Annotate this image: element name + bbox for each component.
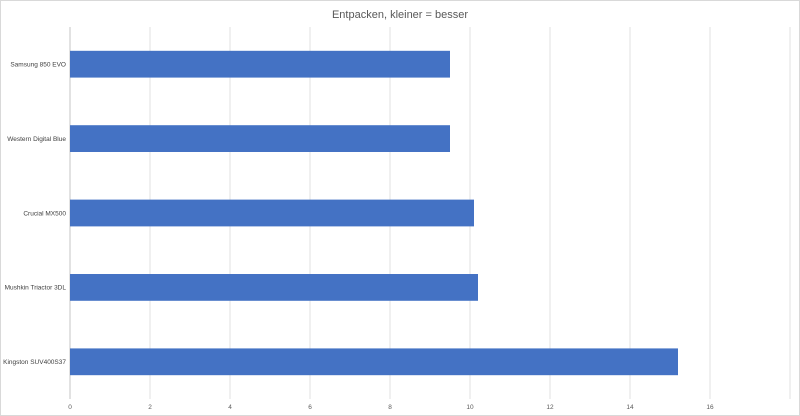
x-tick-label: 12 (546, 404, 554, 411)
x-tick-label: 6 (308, 404, 312, 411)
x-tick-label: 4 (228, 404, 232, 411)
bar (70, 199, 474, 227)
x-tick-label: 2 (148, 404, 152, 411)
category-label: Mushkin Triactor 3DL (5, 285, 67, 292)
bar (70, 348, 678, 376)
category-label: Kingston SUV400S37 (3, 359, 66, 366)
chart-title: Entpacken, kleiner = besser (331, 9, 469, 21)
x-tick-label: 16 (706, 404, 714, 411)
x-tick-label: 10 (466, 404, 474, 411)
bar (70, 274, 478, 301)
category-label: Samsung 850 EVO (10, 62, 66, 69)
x-tick-label: 8 (388, 404, 392, 411)
bar (70, 50, 450, 78)
category-label: Western Digital Blue (7, 136, 66, 143)
bar (70, 125, 450, 152)
category-label: Crucial MX500 (23, 210, 66, 217)
x-tick-label: 0 (68, 404, 72, 411)
x-tick-label: 14 (626, 404, 634, 411)
